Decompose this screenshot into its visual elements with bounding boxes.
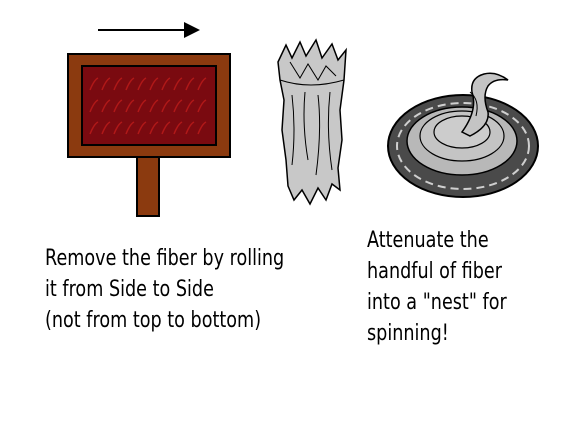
caption-attenuate-fiber: Attenuate the handful of fiber into a "n… [367, 225, 507, 349]
caption-right-line-3: into a "nest" for [367, 290, 507, 315]
caption-left-line-2: it from Side to Side [45, 277, 214, 302]
caption-right-line-2: handful of fiber [367, 259, 502, 284]
fiber-nest-icon [387, 72, 539, 198]
caption-left-line-1: Remove the fiber by rolling [45, 246, 285, 271]
caption-right-line-4: spinning! [367, 321, 449, 346]
caption-remove-fiber: Remove the fiber by rolling it from Side… [45, 243, 284, 336]
caption-left-line-3: (not from top to bottom) [45, 308, 262, 333]
hand-carder-icon [67, 53, 231, 217]
fiber-roll-icon [277, 38, 347, 206]
carder-handle [136, 155, 160, 217]
carder-teeth [89, 77, 207, 135]
caption-right-line-1: Attenuate the [367, 228, 489, 253]
right-arrow-icon [98, 22, 200, 38]
